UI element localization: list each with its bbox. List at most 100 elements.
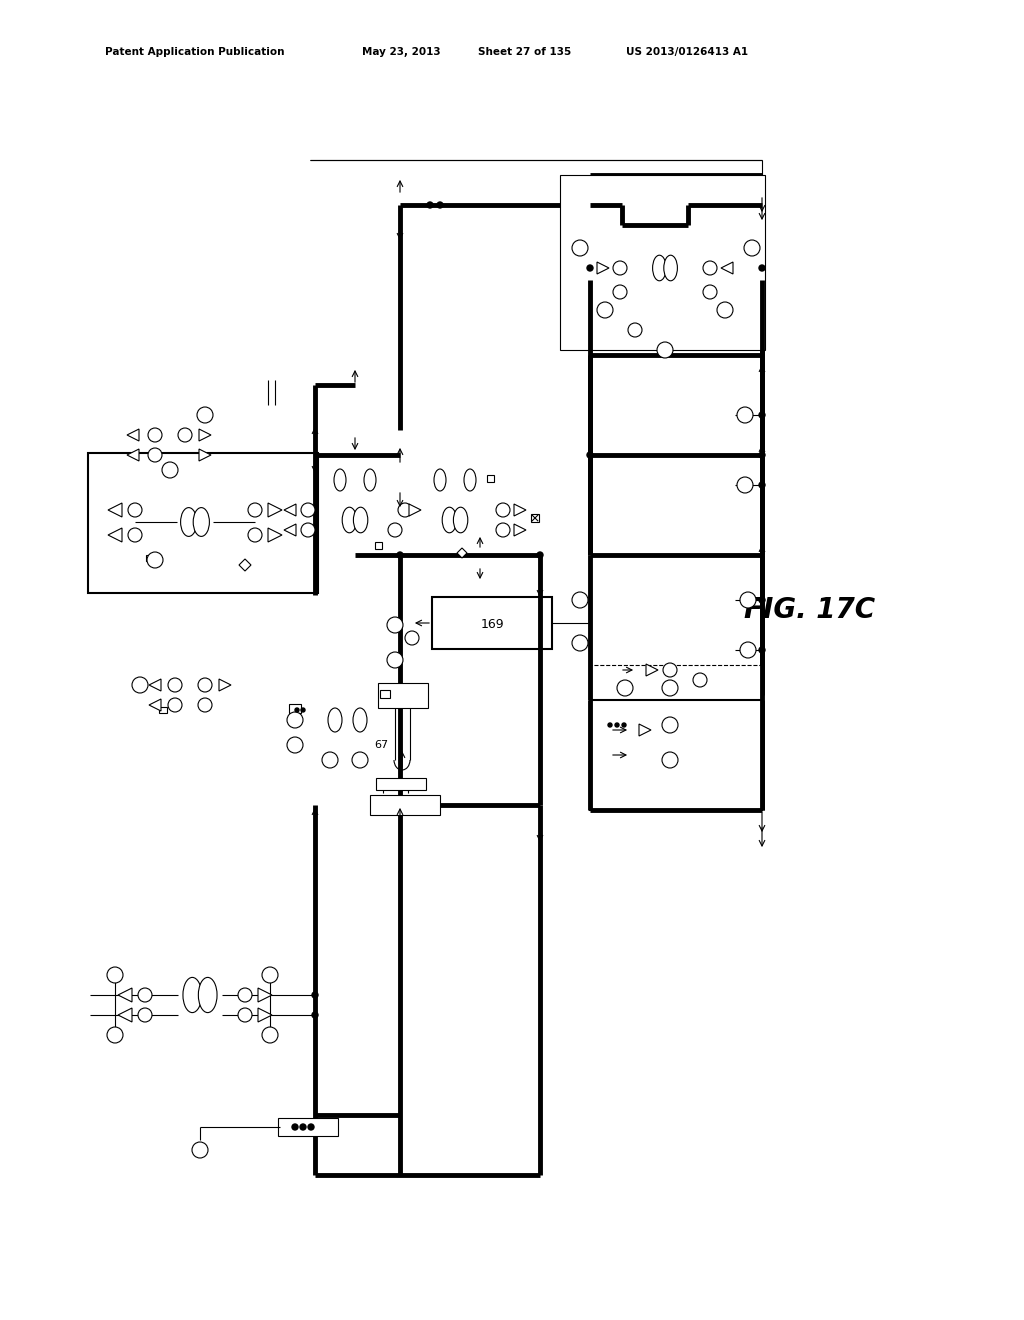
Polygon shape (639, 723, 651, 737)
Circle shape (312, 1012, 318, 1018)
Circle shape (301, 503, 315, 517)
Circle shape (657, 342, 673, 358)
Circle shape (128, 528, 142, 543)
Bar (146, 554, 154, 561)
Circle shape (147, 552, 163, 568)
Circle shape (322, 752, 338, 768)
Circle shape (437, 202, 443, 209)
Ellipse shape (442, 507, 457, 533)
Circle shape (759, 482, 765, 488)
Circle shape (572, 240, 588, 256)
Bar (159, 708, 167, 713)
Polygon shape (284, 504, 296, 516)
Circle shape (106, 968, 123, 983)
Circle shape (622, 723, 626, 727)
Bar (289, 704, 301, 713)
Circle shape (613, 261, 627, 275)
Polygon shape (457, 548, 467, 558)
Bar (560, 176, 765, 350)
Bar (590, 700, 762, 810)
Polygon shape (597, 261, 609, 275)
Circle shape (617, 680, 633, 696)
Circle shape (717, 302, 733, 318)
Text: 67: 67 (374, 741, 388, 750)
Bar (486, 474, 494, 482)
Circle shape (388, 523, 402, 537)
Circle shape (759, 412, 765, 418)
Circle shape (301, 708, 305, 711)
Ellipse shape (434, 469, 446, 491)
Polygon shape (127, 429, 139, 441)
Polygon shape (118, 987, 132, 1002)
Circle shape (178, 428, 193, 442)
Bar (375, 541, 382, 549)
Circle shape (138, 1008, 152, 1022)
Polygon shape (514, 504, 526, 516)
Circle shape (248, 503, 262, 517)
Circle shape (663, 663, 677, 677)
Bar (614, 205, 622, 211)
Circle shape (759, 265, 765, 271)
Circle shape (148, 428, 162, 442)
Polygon shape (150, 678, 161, 690)
Text: Sheet 27 of 135: Sheet 27 of 135 (478, 48, 571, 57)
Circle shape (703, 285, 717, 300)
Circle shape (198, 698, 212, 711)
Circle shape (312, 993, 318, 998)
Circle shape (238, 1008, 252, 1022)
Circle shape (397, 552, 403, 558)
Circle shape (759, 451, 765, 458)
Circle shape (587, 451, 593, 458)
Ellipse shape (464, 469, 476, 491)
Circle shape (737, 477, 753, 492)
Circle shape (744, 240, 760, 256)
Ellipse shape (328, 708, 342, 733)
Bar (376, 777, 426, 789)
Circle shape (703, 261, 717, 275)
Ellipse shape (364, 469, 376, 491)
Text: FIG. 17C: FIG. 17C (744, 597, 876, 624)
Circle shape (387, 616, 403, 634)
Ellipse shape (199, 977, 217, 1012)
Circle shape (572, 635, 588, 651)
Circle shape (248, 528, 262, 543)
Circle shape (138, 987, 152, 1002)
Polygon shape (721, 261, 733, 275)
Circle shape (427, 202, 433, 209)
Text: Patent Application Publication: Patent Application Publication (105, 48, 285, 57)
Circle shape (106, 1027, 123, 1043)
Text: 169: 169 (480, 618, 504, 631)
Circle shape (662, 752, 678, 768)
Circle shape (587, 265, 593, 271)
Circle shape (238, 987, 252, 1002)
Circle shape (287, 737, 303, 752)
Polygon shape (258, 987, 272, 1002)
Ellipse shape (334, 469, 346, 491)
Circle shape (132, 677, 148, 693)
Polygon shape (150, 700, 161, 711)
Circle shape (398, 503, 412, 517)
Circle shape (737, 407, 753, 422)
Bar (370, 795, 440, 814)
Circle shape (759, 647, 765, 653)
Ellipse shape (180, 508, 197, 536)
Polygon shape (268, 528, 282, 543)
Circle shape (193, 1142, 208, 1158)
Polygon shape (108, 528, 122, 543)
Polygon shape (199, 429, 211, 441)
Ellipse shape (454, 507, 468, 533)
Circle shape (262, 968, 278, 983)
Circle shape (168, 698, 182, 711)
Polygon shape (199, 449, 211, 461)
Circle shape (537, 552, 543, 558)
Circle shape (387, 652, 403, 668)
Circle shape (262, 1027, 278, 1043)
Bar (590, 665, 762, 700)
Polygon shape (514, 524, 526, 536)
Bar (432, 597, 552, 649)
Ellipse shape (353, 708, 367, 733)
Polygon shape (118, 1008, 132, 1022)
Bar (278, 1118, 338, 1137)
Polygon shape (409, 504, 421, 516)
Circle shape (759, 597, 765, 603)
